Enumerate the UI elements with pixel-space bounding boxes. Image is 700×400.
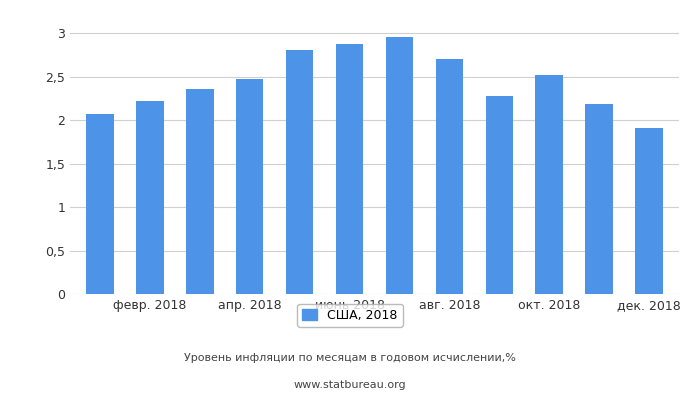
Bar bbox=[136, 101, 164, 294]
Bar bbox=[536, 75, 563, 294]
Bar bbox=[286, 50, 314, 294]
Legend: США, 2018: США, 2018 bbox=[298, 304, 402, 326]
Bar bbox=[585, 104, 613, 294]
Bar bbox=[435, 59, 463, 294]
Bar bbox=[636, 128, 663, 294]
Bar bbox=[186, 89, 214, 294]
Bar bbox=[386, 37, 413, 294]
Bar bbox=[336, 44, 363, 294]
Bar bbox=[486, 96, 513, 294]
Text: Уровень инфляции по месяцам в годовом исчислении,%: Уровень инфляции по месяцам в годовом ис… bbox=[184, 353, 516, 363]
Text: www.statbureau.org: www.statbureau.org bbox=[294, 380, 406, 390]
Bar bbox=[236, 79, 263, 294]
Bar bbox=[86, 114, 113, 294]
